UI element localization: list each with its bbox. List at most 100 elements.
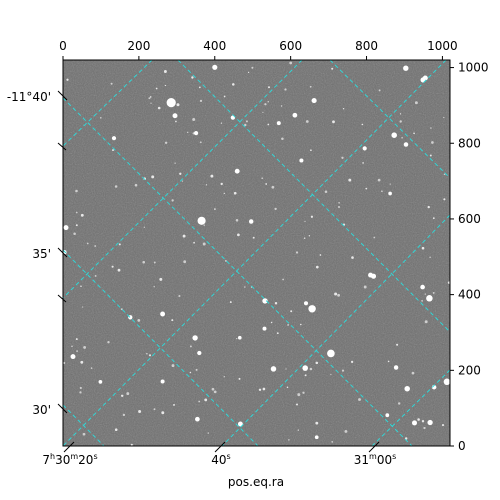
star [198, 400, 201, 403]
star [66, 78, 69, 81]
star [443, 116, 445, 119]
star [397, 402, 401, 405]
star [195, 416, 200, 422]
star [244, 286, 246, 288]
star [404, 385, 410, 392]
star [75, 224, 78, 227]
star [213, 208, 216, 211]
star [403, 65, 409, 71]
star [361, 123, 364, 126]
star [299, 158, 304, 163]
star [308, 235, 311, 237]
star [166, 98, 176, 108]
ra-tick-label: 7h30m20s [42, 452, 97, 467]
star [378, 89, 381, 92]
star [385, 413, 390, 418]
plot-area [62, 59, 451, 447]
star [311, 98, 317, 104]
star [423, 426, 426, 430]
dec-tick-label: -11°40' [7, 90, 51, 104]
star [174, 162, 176, 164]
grid-line [221, 214, 450, 446]
star [120, 394, 124, 398]
star [281, 137, 284, 140]
star [197, 350, 202, 356]
grid-line [177, 60, 450, 333]
star [229, 301, 232, 304]
star [203, 224, 205, 226]
star [238, 377, 241, 380]
star [223, 95, 226, 98]
star [399, 113, 402, 115]
star [363, 285, 367, 289]
star [284, 88, 287, 91]
x-tick-label: 400 [203, 39, 226, 53]
star [399, 120, 402, 123]
star [258, 388, 262, 392]
star [80, 213, 84, 217]
star [414, 101, 418, 105]
star [302, 391, 305, 394]
star [63, 225, 69, 231]
star [261, 177, 264, 180]
star [183, 260, 187, 264]
star [334, 292, 338, 296]
star [267, 86, 271, 89]
ra-tick-mark [368, 441, 380, 453]
star [90, 367, 93, 369]
star [377, 178, 381, 182]
star [411, 371, 415, 375]
star [204, 398, 208, 402]
dec-tick-mark [57, 403, 68, 414]
star [314, 435, 319, 440]
star [160, 311, 166, 317]
star [276, 332, 279, 335]
grid-line [329, 60, 450, 179]
grid-line [63, 404, 105, 446]
star [396, 343, 399, 346]
star [270, 366, 277, 372]
star [417, 418, 420, 421]
star [432, 291, 435, 294]
star [75, 211, 78, 214]
star [225, 260, 227, 262]
x-axis-title: pos.eq.ra [228, 475, 284, 489]
dec-tick-mark [57, 247, 68, 258]
star [80, 285, 82, 288]
star [138, 410, 142, 413]
star [142, 260, 146, 264]
star [288, 439, 290, 441]
star [420, 284, 425, 290]
star [98, 380, 103, 384]
star [303, 301, 309, 306]
star [193, 241, 195, 244]
star [310, 215, 314, 218]
star [197, 216, 206, 225]
star [71, 345, 73, 348]
star [76, 350, 78, 352]
star [130, 443, 133, 446]
y-tick-label: 400 [458, 288, 481, 302]
star [304, 374, 307, 377]
star [286, 386, 289, 389]
star [150, 102, 152, 104]
star [86, 242, 89, 245]
grid-line [63, 60, 303, 299]
star [381, 190, 383, 193]
star [238, 335, 242, 340]
star [373, 236, 376, 239]
star [262, 326, 267, 331]
star [344, 429, 348, 433]
star [112, 149, 114, 152]
star [282, 278, 284, 281]
star [237, 421, 243, 427]
star [179, 172, 182, 175]
star [431, 141, 434, 144]
ra-tick-mark [63, 441, 75, 453]
ra-axis-bottom: 7h30m20s 40s 31m00s [42, 441, 396, 467]
star [421, 246, 425, 250]
star [114, 185, 118, 188]
star [441, 424, 445, 427]
star [289, 61, 293, 65]
grid-line [63, 97, 413, 446]
